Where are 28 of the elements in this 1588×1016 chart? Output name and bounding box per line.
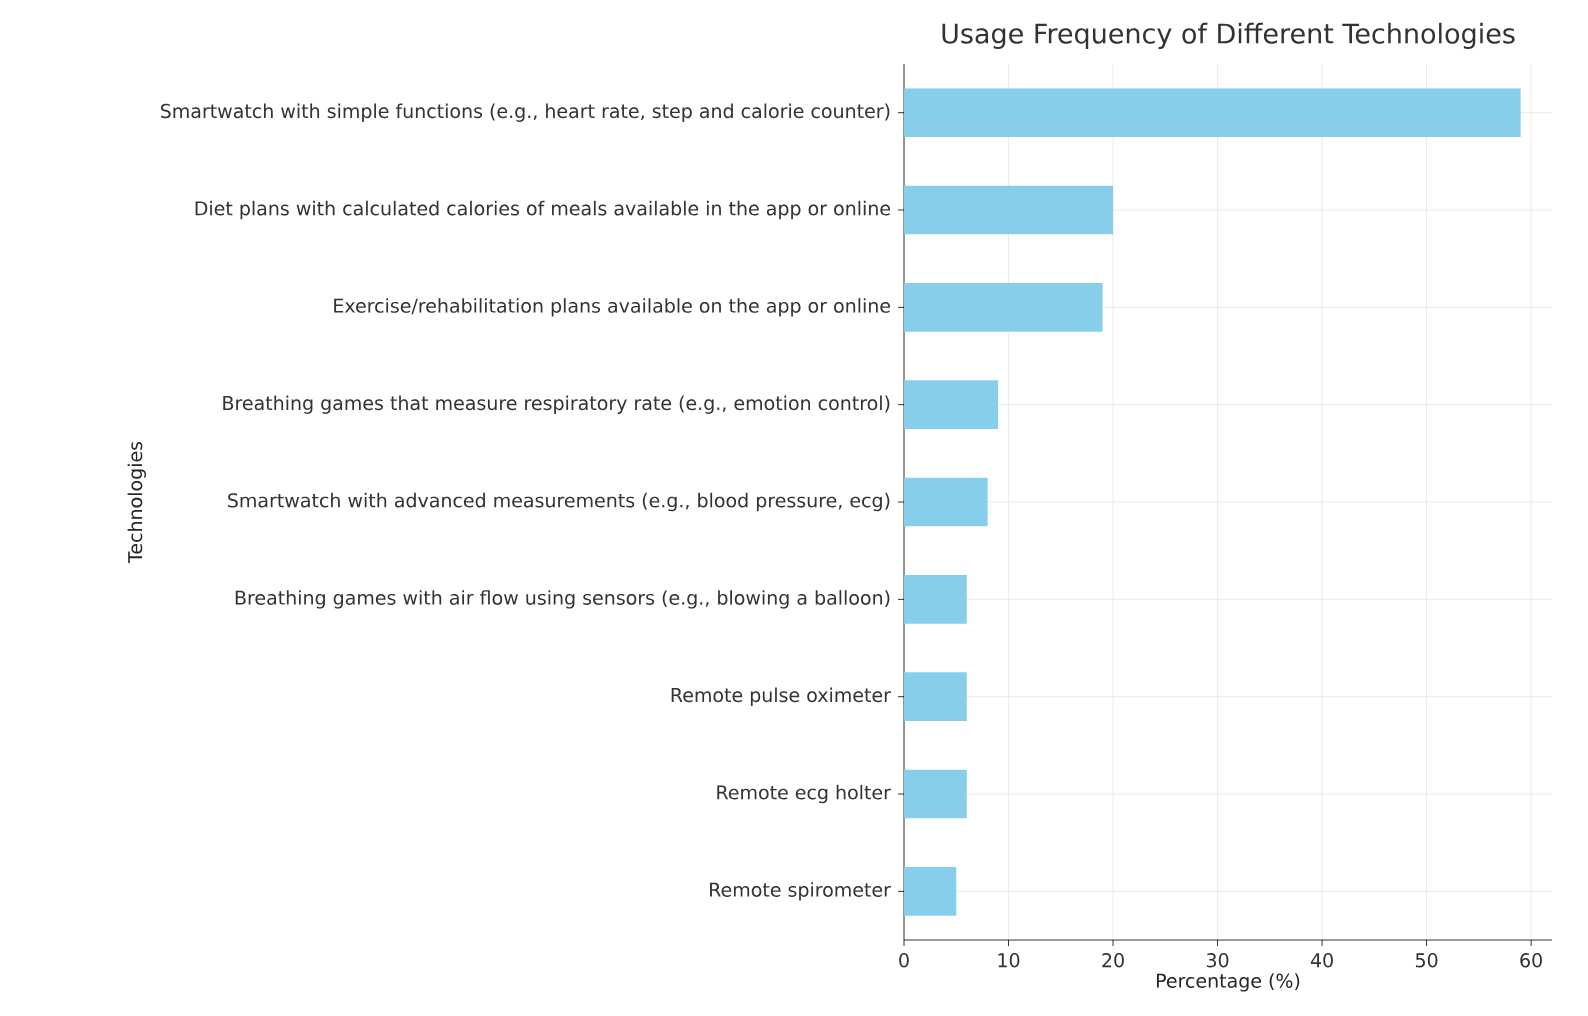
y-tick-label: Remote ecg holter xyxy=(717,784,891,804)
y-tick-label: Remote spirometer xyxy=(710,882,891,901)
y-axis-title: Technologies xyxy=(127,441,146,564)
bar xyxy=(904,380,999,430)
bar xyxy=(904,769,967,819)
bar xyxy=(904,88,1521,138)
y-tick-label: Remote pulse oximeter xyxy=(671,687,891,706)
x-axis-title: Percentage (%) xyxy=(1156,973,1300,992)
x-tick-label: 50 xyxy=(1415,953,1438,968)
bar xyxy=(904,672,967,722)
bar xyxy=(904,477,988,527)
y-tick-label: Smartwatch with advanced measurements (e.g., blood pressure, ecg) xyxy=(228,492,890,512)
y-tick-label: Smartwatch with simple functions (e.g., heart rate, step and calorie counter) xyxy=(160,103,890,122)
x-tick-label: 40 xyxy=(1310,953,1333,968)
y-tick-label: Diet plans with calculated calories of meals available in the app or online xyxy=(195,200,891,220)
x-tick-label: 20 xyxy=(1102,953,1124,968)
chart-title: Usage Frequency of Different Technologies xyxy=(942,22,1515,49)
bar xyxy=(904,283,1103,332)
y-tick-label: Exercise/rehabilitation plans available on the app or online xyxy=(334,298,891,317)
x-tick-label: 0 xyxy=(899,953,909,968)
y-tick-label: Breathing games that measure respiratory rate (e.g., emotion control) xyxy=(223,395,890,414)
y-tick-label: Breathing games with air flow using sensors (e.g., blowing a balloon) xyxy=(235,590,890,609)
bar xyxy=(904,867,957,916)
x-tick-label: 60 xyxy=(1520,953,1542,968)
x-tick-label: 30 xyxy=(1206,953,1229,968)
bar xyxy=(904,575,967,624)
bar xyxy=(904,185,1114,235)
x-tick-label: 10 xyxy=(998,953,1020,968)
